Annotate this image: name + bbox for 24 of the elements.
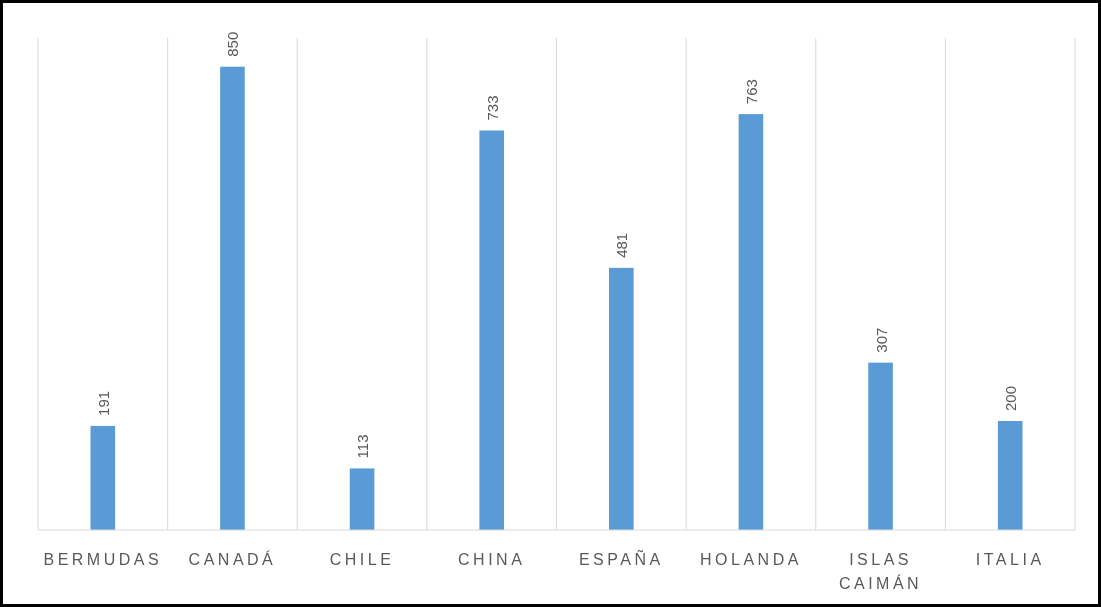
data-label: 191 (94, 390, 112, 416)
bar (738, 114, 764, 530)
bar (868, 362, 893, 530)
x-tick-label: CANADÁ (188, 550, 277, 568)
bar (479, 130, 504, 530)
x-tick-label: ISLAS CAIMÁN (838, 551, 923, 592)
x-tick-label: BERMUDAS (43, 551, 163, 568)
data-label: 113 (354, 434, 372, 459)
data-label: 763 (742, 79, 760, 105)
x-tick-label: CHILE (329, 551, 395, 568)
bar (220, 66, 245, 530)
data-label: 307 (872, 327, 890, 353)
bar (609, 267, 634, 530)
bar (90, 425, 116, 530)
x-tick-label: ESPAÑA (578, 549, 664, 568)
data-label: 733 (483, 95, 501, 121)
data-label: 481 (613, 232, 631, 258)
x-tick-label: HOLANDA (700, 551, 802, 568)
data-label: 850 (224, 31, 242, 57)
x-tick-label: CHINA (458, 551, 526, 568)
bar (349, 468, 375, 530)
x-tick-label: ITALIA (975, 551, 1045, 568)
data-label: 200 (1002, 385, 1020, 411)
bar (997, 420, 1023, 530)
